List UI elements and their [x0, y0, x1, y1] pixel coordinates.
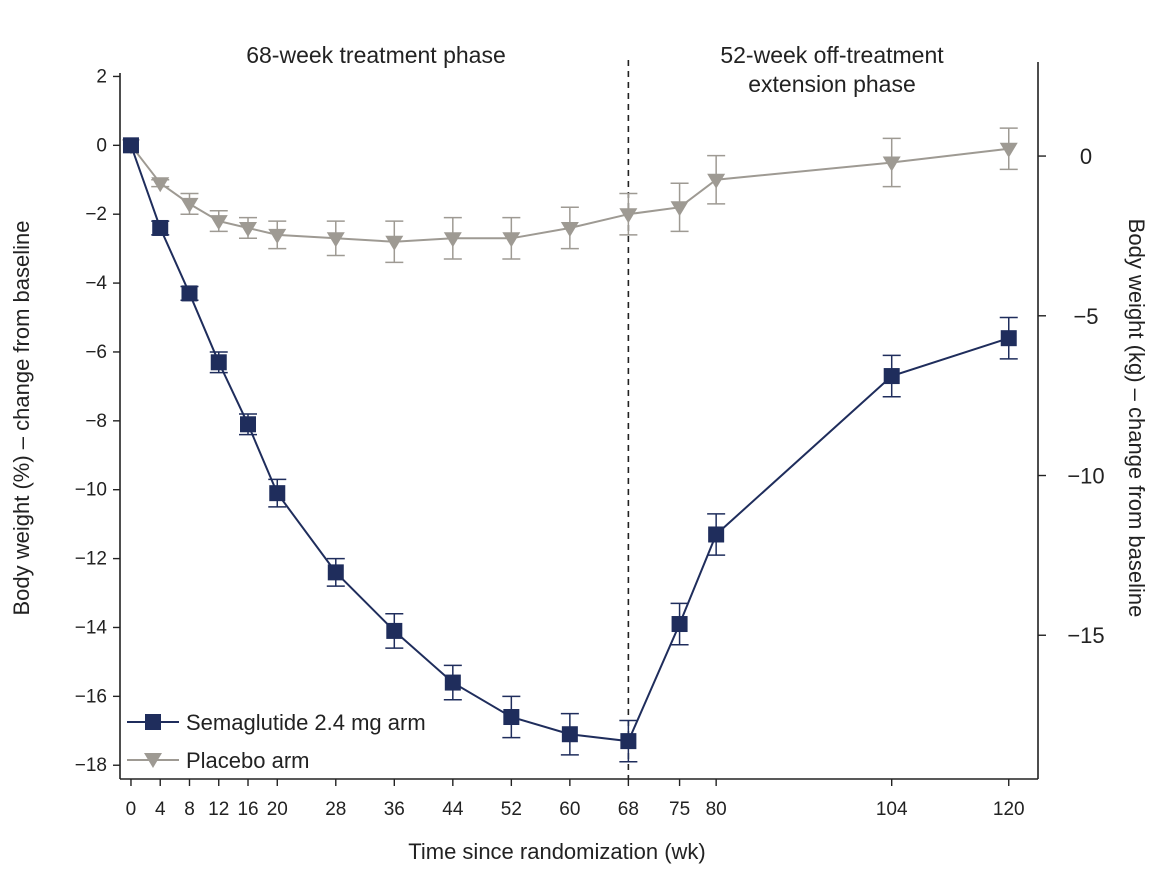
x-tick-label: 8 [184, 799, 195, 820]
data-point [708, 526, 725, 543]
data-point [181, 285, 198, 302]
data-point [561, 726, 578, 743]
legend: Semaglutide 2.4 mg arm Placebo arm [127, 710, 426, 773]
y-right-tick-label: −15 [1067, 623, 1104, 648]
phase-label-extension: 52-week off-treatment extension phase [720, 42, 944, 97]
data-point [122, 137, 139, 154]
y-tick-label: −10 [75, 480, 107, 501]
legend-placebo-marker [144, 753, 162, 768]
y-right-tick-label: −10 [1067, 464, 1104, 489]
data-point [671, 616, 688, 633]
data-point [882, 156, 901, 172]
data-point [502, 232, 521, 248]
legend-semaglutide-label: Semaglutide 2.4 mg arm [186, 710, 426, 735]
x-tick-label: 0 [126, 799, 137, 820]
series-semaglutide [122, 137, 1018, 763]
data-point [239, 221, 258, 237]
data-point [999, 142, 1018, 158]
data-point [503, 709, 520, 726]
y-tick-label: −18 [75, 755, 107, 776]
y-tick-label: −2 [85, 204, 107, 225]
data-point [670, 201, 689, 217]
data-point [620, 733, 637, 750]
x-tick-label: 104 [876, 799, 908, 820]
series-line [130, 144, 1009, 243]
left-y-axis-title: Body weight (%) – change from baseline [9, 221, 34, 616]
right-y-axis-title: Body weight (kg) – change from baseline [1124, 219, 1149, 618]
y-tick-label: −8 [85, 411, 107, 432]
y-right-tick-label: 0 [1080, 144, 1092, 169]
data-point [883, 368, 900, 385]
y-tick-label: −16 [75, 686, 107, 707]
data-point [180, 197, 199, 213]
x-tick-label: 28 [325, 799, 346, 820]
data-point [1000, 330, 1017, 347]
x-tick-label: 68 [618, 799, 639, 820]
x-tick-label: 12 [208, 799, 229, 820]
y-ticks-left: 2 0 −2 −4 −6 −8 −10 −12 −14 −16 −18 [75, 66, 120, 776]
x-tick-label: 36 [384, 799, 405, 820]
y-tick-label: 2 [96, 66, 107, 87]
data-point [707, 173, 726, 189]
y-right-tick-label: −5 [1073, 304, 1098, 329]
x-tick-label: 75 [669, 799, 690, 820]
y-tick-label: −6 [85, 342, 107, 363]
data-point [151, 177, 170, 193]
data-point [619, 208, 638, 224]
x-ticks: 0 4 8 12 16 20 28 36 44 52 60 68 75 80 104 120 [126, 779, 1025, 820]
x-tick-label: 4 [155, 799, 166, 820]
data-point [269, 485, 286, 502]
y-tick-label: 0 [96, 135, 107, 156]
y-ticks-right: 0 −5 −10 −15 [1038, 144, 1105, 648]
x-tick-label: 20 [267, 799, 288, 820]
series-layer [121, 127, 1018, 763]
data-point [240, 416, 257, 433]
y-tick-label: −14 [75, 617, 108, 638]
x-tick-label: 52 [501, 799, 522, 820]
data-point [560, 221, 579, 237]
series-line [130, 144, 1010, 743]
data-point [209, 215, 228, 231]
data-point [386, 622, 403, 639]
legend-semaglutide-marker [145, 714, 161, 730]
y-tick-label: −12 [75, 549, 107, 570]
data-point [210, 354, 227, 371]
x-tick-label: 80 [706, 799, 727, 820]
data-point [443, 232, 462, 248]
data-point [268, 228, 287, 244]
series-placebo [121, 127, 1018, 264]
x-tick-label: 120 [993, 799, 1025, 820]
x-tick-label: 16 [237, 799, 258, 820]
x-axis-title: Time since randomization (wk) [408, 839, 706, 864]
axes [119, 62, 1039, 780]
legend-placebo-label: Placebo arm [186, 748, 310, 773]
phase-label-treatment: 68-week treatment phase [246, 42, 506, 68]
y-tick-label: −4 [85, 273, 107, 294]
x-tick-label: 44 [442, 799, 464, 820]
data-point [385, 235, 404, 251]
data-point [326, 232, 345, 248]
x-tick-label: 60 [559, 799, 580, 820]
data-point [444, 674, 461, 691]
data-point [152, 219, 169, 236]
data-point [327, 564, 344, 581]
